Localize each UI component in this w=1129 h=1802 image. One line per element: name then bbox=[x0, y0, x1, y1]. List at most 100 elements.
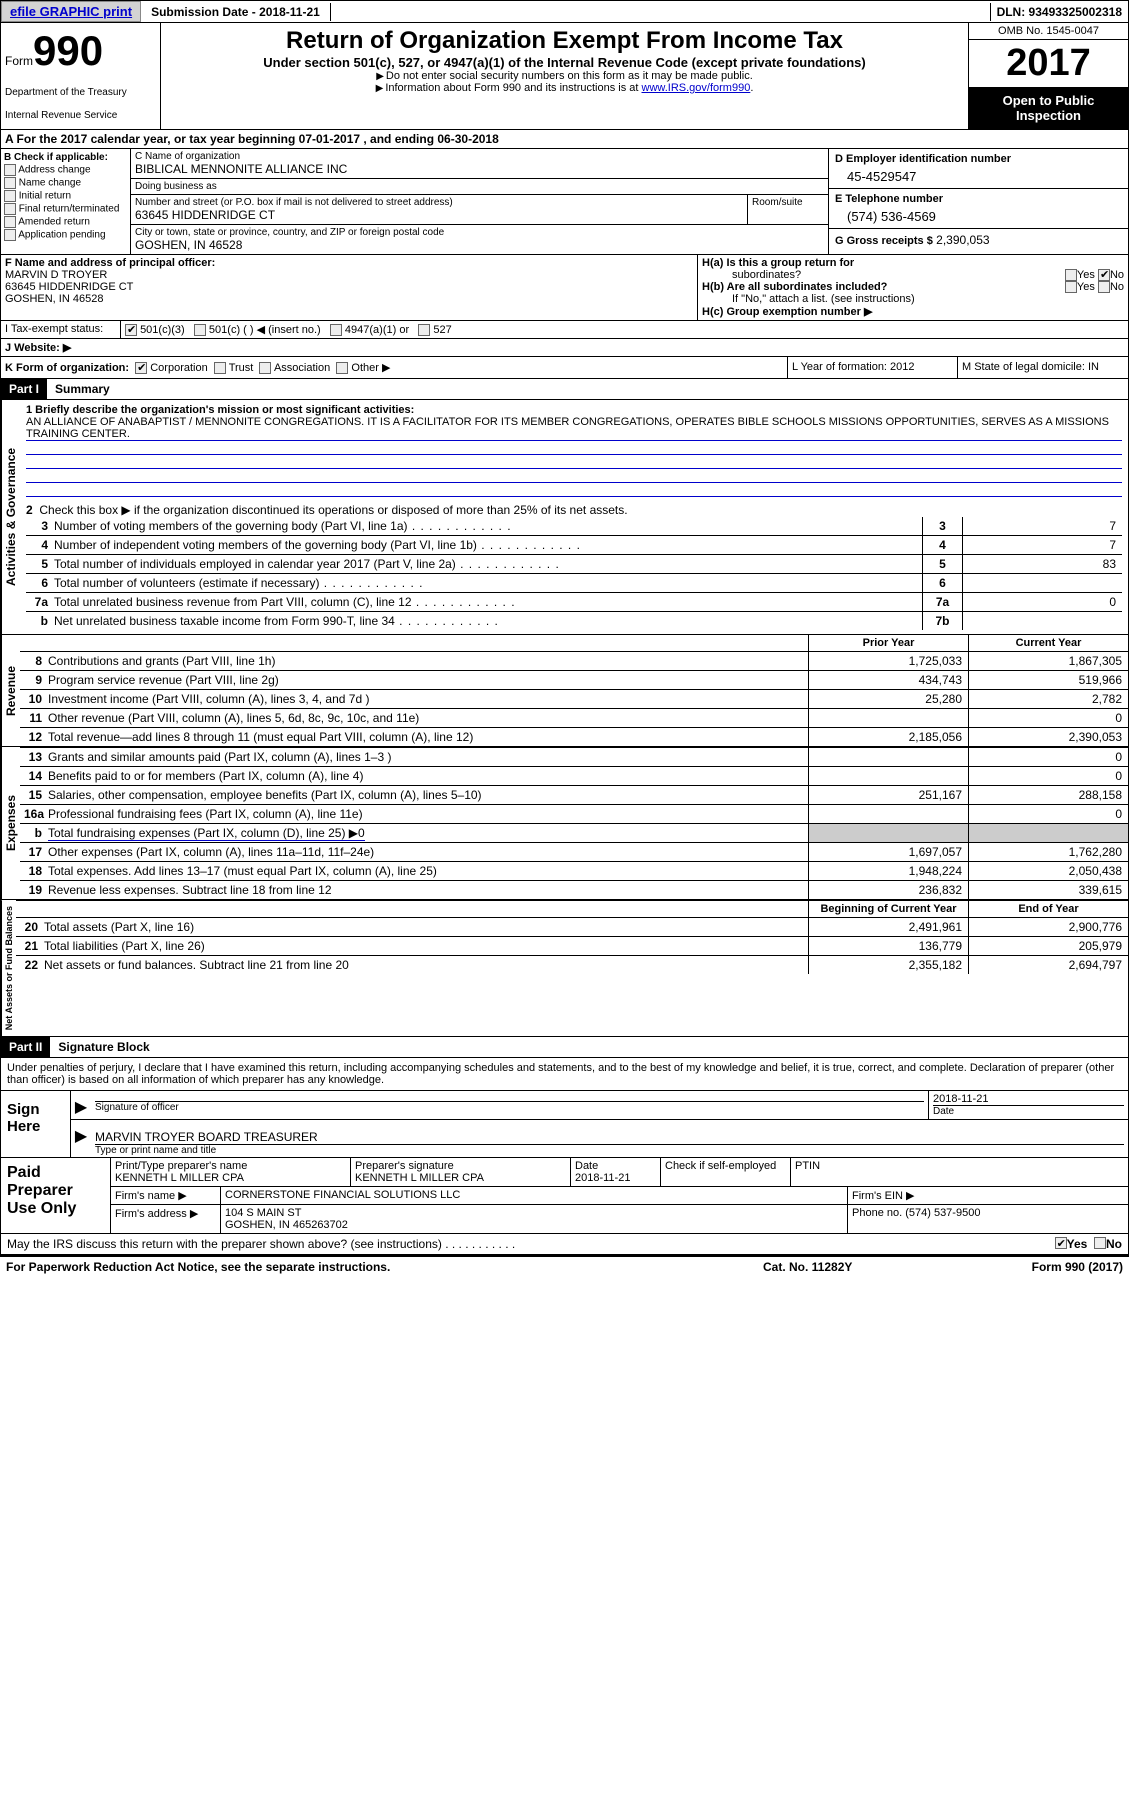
firm-addr-lbl: Firm's address ▶ bbox=[111, 1205, 221, 1233]
form-subtitle: Under section 501(c), 527, or 4947(a)(1)… bbox=[169, 55, 960, 70]
rev-line-10: 10Investment income (Part VIII, column (… bbox=[20, 689, 1128, 708]
hc-label: H(c) Group exemption number ▶ bbox=[702, 305, 872, 318]
sig-date: 2018-11-21 bbox=[933, 1093, 1124, 1105]
firm-name: CORNERSTONE FINANCIAL SOLUTIONS LLC bbox=[221, 1187, 848, 1204]
top-bar: efile GRAPHIC print Submission Date - 20… bbox=[0, 0, 1129, 23]
section-a-period: A For the 2017 calendar year, or tax yea… bbox=[0, 130, 1129, 149]
m-state: M State of legal domicile: IN bbox=[958, 357, 1128, 378]
addr-label: Number and street (or P.O. box if mail i… bbox=[135, 197, 743, 208]
form-number: 990 bbox=[33, 27, 103, 75]
ha-no-chk[interactable] bbox=[1098, 269, 1110, 281]
exp-line-13: 13Grants and similar amounts paid (Part … bbox=[20, 747, 1128, 766]
tax-year: 2017 bbox=[969, 40, 1128, 87]
hb-no-chk[interactable] bbox=[1098, 281, 1110, 293]
chk-application-pending[interactable] bbox=[4, 229, 16, 241]
firm-phone: Phone no. (574) 537-9500 bbox=[848, 1205, 1128, 1233]
col-current-year: Current Year bbox=[968, 635, 1128, 651]
tel-label: E Telephone number bbox=[835, 193, 1122, 205]
footer-form: Form 990 (2017) bbox=[963, 1260, 1123, 1274]
exp-line-14: 14Benefits paid to or for members (Part … bbox=[20, 766, 1128, 785]
gov-line-7a: 7aTotal unrelated business revenue from … bbox=[26, 592, 1122, 611]
hb-label: H(b) Are all subordinates included? bbox=[702, 281, 887, 293]
i-527-chk[interactable] bbox=[418, 324, 430, 336]
part2-title: Signature Block bbox=[50, 1040, 149, 1054]
prep-date-lbl: Date bbox=[575, 1160, 656, 1172]
firm-addr2: GOSHEN, IN 465263702 bbox=[225, 1219, 843, 1231]
i-501c3-chk[interactable] bbox=[125, 324, 137, 336]
discuss-yes-chk[interactable] bbox=[1055, 1237, 1067, 1249]
dln: DLN: 93493325002318 bbox=[990, 3, 1128, 21]
line2-text: Check this box ▶ if the organization dis… bbox=[39, 503, 627, 517]
col-prior-year: Prior Year bbox=[808, 635, 968, 651]
vtab-revenue: Revenue bbox=[1, 635, 20, 746]
dba-label: Doing business as bbox=[135, 181, 824, 192]
name-arrow-icon: ▶ bbox=[71, 1120, 91, 1157]
gov-line-b: bNet unrelated business taxable income f… bbox=[26, 611, 1122, 630]
chk-amended[interactable] bbox=[4, 216, 16, 228]
gross-label: G Gross receipts $ bbox=[835, 235, 933, 247]
ha-sub: subordinates? bbox=[702, 269, 1065, 281]
arrow-note-2-pre: Information about Form 990 and its instr… bbox=[385, 82, 641, 94]
j-label: J Website: ▶ bbox=[1, 339, 121, 356]
k-other-chk[interactable] bbox=[336, 362, 348, 374]
hb-note: If "No," attach a list. (see instruction… bbox=[702, 293, 1124, 305]
ha-yes-chk[interactable] bbox=[1065, 269, 1077, 281]
mission-label: 1 Briefly describe the organization's mi… bbox=[26, 404, 414, 416]
firm-ein: Firm's EIN ▶ bbox=[848, 1187, 1128, 1204]
na-line-22: 22Net assets or fund balances. Subtract … bbox=[16, 955, 1128, 974]
col-beg-year: Beginning of Current Year bbox=[808, 901, 968, 917]
k-assoc-chk[interactable] bbox=[259, 362, 271, 374]
org-name: BIBLICAL MENNONITE ALLIANCE INC bbox=[135, 162, 824, 176]
rev-line-11: 11Other revenue (Part VIII, column (A), … bbox=[20, 708, 1128, 727]
vtab-netassets: Net Assets or Fund Balances bbox=[1, 900, 16, 1036]
discuss-no-chk[interactable] bbox=[1094, 1237, 1106, 1249]
form-title: Return of Organization Exempt From Incom… bbox=[169, 27, 960, 55]
rev-line-12: 12Total revenue—add lines 8 through 11 (… bbox=[20, 727, 1128, 746]
na-line-20: 20Total assets (Part X, line 16)2,491,96… bbox=[16, 917, 1128, 936]
firm-addr1: 104 S MAIN ST bbox=[225, 1207, 843, 1219]
chk-final-return[interactable] bbox=[4, 203, 16, 215]
ein-value: 45-4529547 bbox=[835, 165, 1122, 184]
exp-line-19: 19Revenue less expenses. Subtract line 1… bbox=[20, 880, 1128, 899]
city-label: City or town, state or province, country… bbox=[135, 227, 824, 238]
omb-number: OMB No. 1545-0047 bbox=[969, 23, 1128, 40]
perjury-statement: Under penalties of perjury, I declare th… bbox=[0, 1058, 1129, 1091]
hb-yes-chk[interactable] bbox=[1065, 281, 1077, 293]
f-label: F Name and address of principal officer: bbox=[5, 257, 693, 269]
open-public-2: Inspection bbox=[971, 108, 1126, 123]
i-label: I Tax-exempt status: bbox=[1, 321, 121, 338]
sig-officer-caption: Signature of officer bbox=[95, 1101, 924, 1113]
c-name-label: C Name of organization bbox=[135, 151, 824, 162]
submission-date: Submission Date - 2018-11-21 bbox=[141, 3, 331, 21]
org-address: 63645 HIDDENRIDGE CT bbox=[135, 208, 743, 222]
gross-value: 2,390,053 bbox=[936, 233, 989, 247]
rev-line-8: 8Contributions and grants (Part VIII, li… bbox=[20, 651, 1128, 670]
officer-addr1: 63645 HIDDENRIDGE CT bbox=[5, 281, 693, 293]
i-4947-chk[interactable] bbox=[330, 324, 342, 336]
gov-line-3: 3Number of voting members of the governi… bbox=[26, 517, 1122, 535]
efile-print-link[interactable]: efile GRAPHIC print bbox=[1, 1, 141, 22]
prep-selfemp: Check if self-employed bbox=[661, 1158, 791, 1186]
k-label: K Form of organization: bbox=[5, 362, 129, 374]
irs-link[interactable]: www.IRS.gov/form990 bbox=[642, 82, 751, 94]
prep-name-lbl: Print/Type preparer's name bbox=[115, 1160, 346, 1172]
exp-line-b: bTotal fundraising expenses (Part IX, co… bbox=[20, 823, 1128, 842]
chk-initial-return[interactable] bbox=[4, 190, 16, 202]
block-b-c-d: B Check if applicable: Address change Na… bbox=[0, 149, 1129, 255]
prep-ptin: PTIN bbox=[791, 1158, 1128, 1186]
k-corp-chk[interactable] bbox=[135, 362, 147, 374]
k-trust-chk[interactable] bbox=[214, 362, 226, 374]
prep-sig: KENNETH L MILLER CPA bbox=[355, 1172, 566, 1184]
chk-address-change[interactable] bbox=[4, 164, 16, 176]
ha-label: H(a) Is this a group return for bbox=[702, 257, 854, 269]
exp-line-18: 18Total expenses. Add lines 13–17 (must … bbox=[20, 861, 1128, 880]
ein-label: D Employer identification number bbox=[835, 153, 1122, 165]
l-year: L Year of formation: 2012 bbox=[788, 357, 958, 378]
print-name-caption: Type or print name and title bbox=[95, 1144, 1124, 1156]
chk-name-change[interactable] bbox=[4, 177, 16, 189]
vtab-expenses: Expenses bbox=[1, 747, 20, 899]
i-501c-chk[interactable] bbox=[194, 324, 206, 336]
footer-catno: Cat. No. 11282Y bbox=[763, 1260, 963, 1274]
gov-line-5: 5Total number of individuals employed in… bbox=[26, 554, 1122, 573]
part1-title: Summary bbox=[47, 382, 110, 396]
